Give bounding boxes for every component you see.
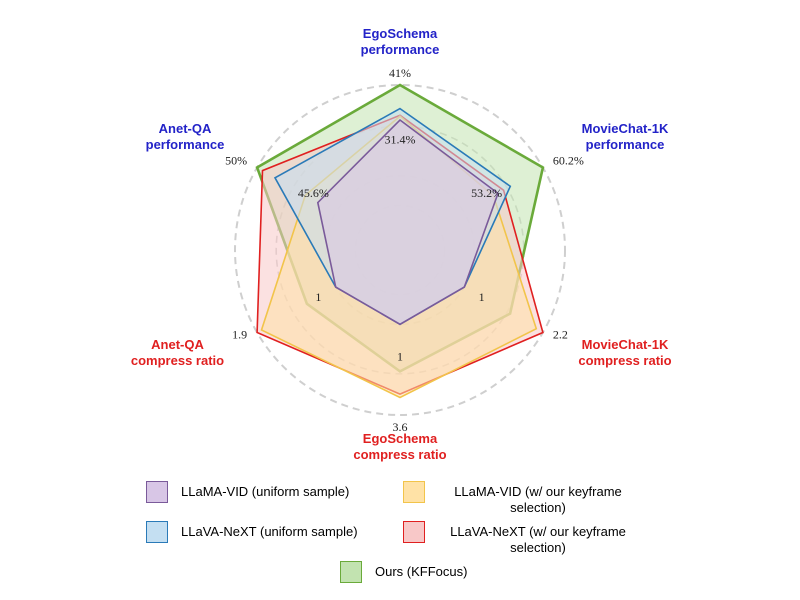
tick-label-min: 1: [315, 290, 321, 304]
tick-label-max: 41%: [389, 66, 411, 80]
series-polygon-1: [316, 118, 499, 326]
tick-label-min: 45.6%: [298, 186, 329, 200]
axis-title-line: performance: [145, 137, 225, 152]
axis-title-line: compress ratio: [130, 353, 225, 368]
tick-label-max: 1.9: [232, 328, 247, 342]
tick-labels: 41% 31.4% 60.2% 53.2% 2.2 1 3.6 1 1.9 1 50% 45.6%: [225, 66, 584, 434]
axis-title-line: performance: [360, 42, 440, 57]
axis-title-line: compress ratio: [578, 353, 672, 368]
tick-label-max: 2.2: [553, 328, 568, 342]
axis-title-line: Anet-QA: [158, 121, 212, 136]
tick-label-min: 1: [479, 290, 485, 304]
tick-label-min: 1: [397, 349, 403, 363]
axis-title: MovieChat-1K performance: [560, 121, 690, 153]
series-polygons: [255, 83, 545, 399]
tick-label-max: 3.6: [393, 420, 408, 434]
axis-title: EgoSchema compress ratio: [340, 431, 460, 463]
axis-title-line: MovieChat-1K: [581, 121, 669, 136]
axis-title: MovieChat-1K compress ratio: [560, 337, 690, 369]
axis-title-line: performance: [585, 137, 665, 152]
axis-title-line: EgoSchema: [362, 26, 438, 41]
axis-title-line: EgoSchema: [362, 431, 438, 446]
axis-title: Anet-QA performance: [120, 121, 250, 153]
axis-title: Anet-QA compress ratio: [110, 337, 245, 369]
axis-title: EgoSchema performance: [345, 26, 455, 58]
tick-label-min: 31.4%: [385, 133, 416, 147]
tick-label-min: 53.2%: [471, 186, 502, 200]
grid-circle: [234, 84, 566, 416]
axis-title-line: Anet-QA: [151, 337, 204, 352]
tick-label-max: 50%: [225, 154, 247, 168]
axis-title-line: MovieChat-1K: [581, 337, 669, 352]
axis-title-line: compress ratio: [353, 447, 447, 462]
tick-label-max: 60.2%: [553, 154, 584, 168]
